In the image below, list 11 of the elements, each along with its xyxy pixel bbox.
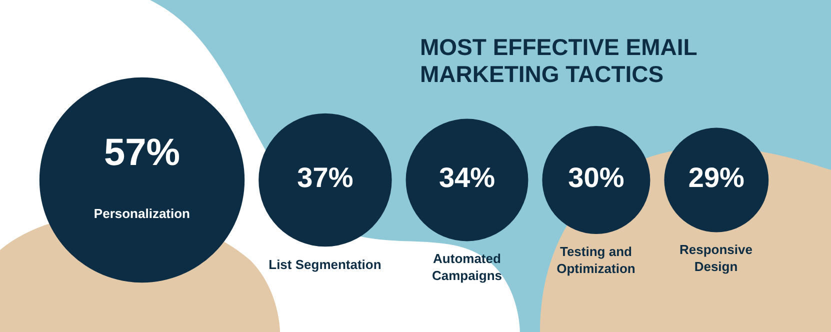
category-label: Automated Campaigns [432, 251, 502, 283]
text: MOST EFFECTIVE EMAIL MARKETING TACTICS [420, 34, 698, 88]
category-label: Personalization [94, 206, 190, 221]
category-label: Testing and Optimization [556, 244, 636, 276]
data-label: 57% [104, 132, 180, 174]
data-label: 29% [688, 162, 745, 193]
category-label: Responsive Design [680, 242, 752, 274]
data-label: 37% [297, 162, 354, 193]
data-label: 34% [438, 162, 496, 193]
data-label: 30% [568, 162, 624, 193]
category-label: List Segmentation [268, 257, 382, 272]
